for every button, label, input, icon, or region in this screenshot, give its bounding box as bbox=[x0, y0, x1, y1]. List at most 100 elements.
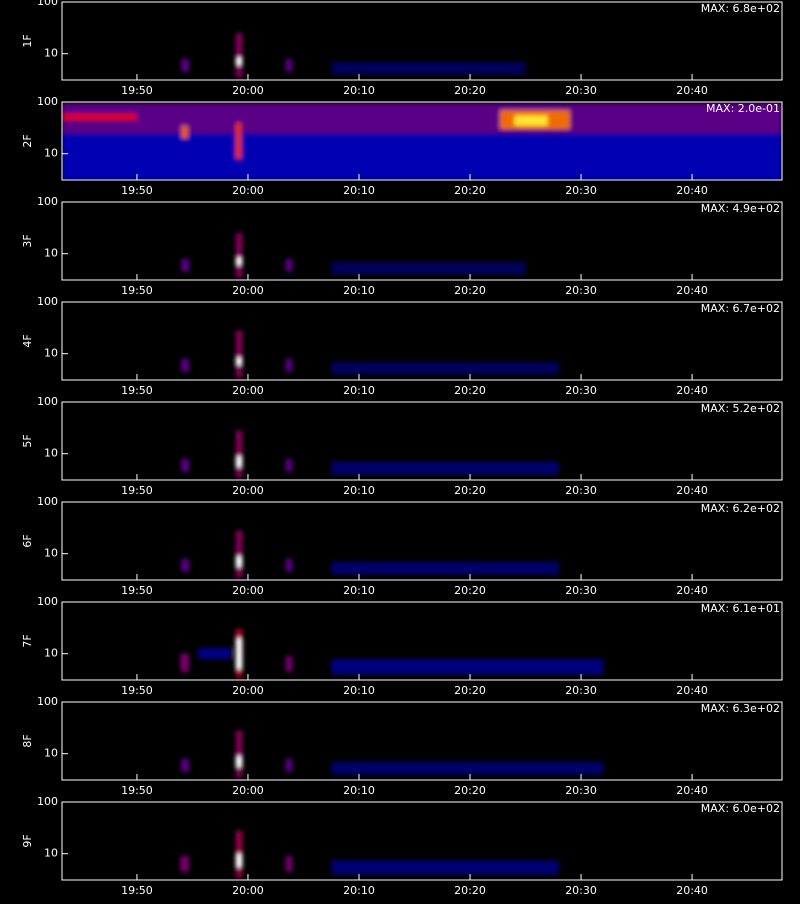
plot-area bbox=[62, 602, 782, 680]
x-tick-label: 19:50 bbox=[121, 84, 153, 97]
panel: 10 100 19:50 20:00 20:10 20:20 20:30 20:40 MAX: … bbox=[21, 95, 783, 197]
x-tick-label: 20:40 bbox=[676, 184, 708, 197]
heat-patch bbox=[235, 853, 243, 868]
heat bbox=[181, 430, 559, 478]
x-tick-label: 20:00 bbox=[232, 784, 264, 797]
max-annotation: MAX: 6.1e+01 bbox=[701, 602, 780, 615]
heat-patch bbox=[331, 261, 526, 275]
y-tick-label: 100 bbox=[37, 195, 58, 208]
panel-label: 7F bbox=[21, 634, 34, 647]
heat-patch bbox=[285, 258, 293, 272]
x-tick-label: 20:10 bbox=[343, 184, 375, 197]
panel-label: 9F bbox=[21, 834, 34, 847]
heat bbox=[181, 730, 604, 778]
panel: 10 100 19:50 20:00 20:10 20:20 20:30 20:40 MAX: … bbox=[21, 695, 783, 797]
max-annotation: MAX: 6.2e+02 bbox=[701, 502, 780, 515]
x-tick-label: 20:10 bbox=[343, 84, 375, 97]
axis-frame bbox=[61, 101, 783, 181]
x-tick-label: 20:40 bbox=[676, 484, 708, 497]
x-tick-label: 20:40 bbox=[676, 884, 708, 897]
y-tick-label: 100 bbox=[37, 395, 58, 408]
heat bbox=[180, 629, 604, 678]
y-tick-label: 100 bbox=[37, 595, 58, 608]
x-tick-label: 20:00 bbox=[232, 84, 264, 97]
x-tick-label: 19:50 bbox=[121, 584, 153, 597]
x-tick-label: 19:50 bbox=[121, 284, 153, 297]
x-tick-label: 20:30 bbox=[565, 384, 597, 397]
panel: 10 100 19:50 20:00 20:10 20:20 20:30 20:40 MAX: … bbox=[21, 795, 783, 897]
x-tick-label: 20:40 bbox=[676, 84, 708, 97]
panel-label: 1F bbox=[21, 34, 34, 47]
max-annotation: MAX: 5.2e+02 bbox=[701, 402, 780, 415]
heat-patch bbox=[331, 61, 526, 75]
plot-area bbox=[62, 802, 782, 880]
x-tick-label: 19:50 bbox=[121, 684, 153, 697]
heat-patch bbox=[331, 461, 559, 475]
x-tick-label: 20:20 bbox=[454, 84, 486, 97]
plot-area bbox=[62, 302, 782, 380]
x-tick-label: 20:10 bbox=[343, 384, 375, 397]
y-tick-label: 10 bbox=[44, 847, 58, 860]
y-tick-label: 10 bbox=[44, 47, 58, 60]
heat-patch bbox=[235, 638, 243, 670]
heat-patch bbox=[181, 358, 190, 372]
x-tick-label: 20:20 bbox=[454, 684, 486, 697]
y-tick-label: 100 bbox=[37, 295, 58, 308]
panel-label: 3F bbox=[21, 234, 34, 247]
axis-frame bbox=[61, 201, 783, 281]
x-tick-label: 20:10 bbox=[343, 784, 375, 797]
y-tick-label: 10 bbox=[44, 547, 58, 560]
panel: 10 100 19:50 20:00 20:10 20:20 20:30 20:40 MAX: … bbox=[21, 295, 783, 397]
heat-patch bbox=[235, 756, 243, 768]
axis-frame bbox=[61, 501, 783, 581]
x-tick-label: 20:20 bbox=[454, 384, 486, 397]
plot-area bbox=[62, 202, 782, 280]
heat-patch bbox=[285, 558, 293, 572]
plot-area bbox=[62, 702, 782, 780]
heat-patch bbox=[235, 122, 242, 159]
heat-patch bbox=[62, 133, 782, 180]
heat-patch bbox=[181, 125, 189, 139]
x-tick-label: 20:30 bbox=[565, 584, 597, 597]
x-tick-label: 20:40 bbox=[676, 584, 708, 597]
heat-patch bbox=[62, 113, 137, 120]
x-tick-label: 20:00 bbox=[232, 584, 264, 597]
max-annotation: MAX: 6.0e+02 bbox=[701, 802, 780, 815]
x-tick-label: 20:00 bbox=[232, 284, 264, 297]
x-tick-label: 19:50 bbox=[121, 784, 153, 797]
heat-patch bbox=[235, 257, 243, 266]
x-tick-label: 20:00 bbox=[232, 184, 264, 197]
x-tick-label: 20:30 bbox=[565, 84, 597, 97]
axis-frame bbox=[61, 801, 783, 881]
x-tick-label: 20:40 bbox=[676, 784, 708, 797]
panel-label: 6F bbox=[21, 534, 34, 547]
heat-patch bbox=[235, 456, 243, 468]
x-tick-label: 20:20 bbox=[454, 284, 486, 297]
y-tick-label: 10 bbox=[44, 347, 58, 360]
heat-patch bbox=[285, 358, 293, 372]
heat-patch bbox=[235, 33, 243, 78]
panel: 10 100 19:50 20:00 20:10 20:20 20:30 20:40 MAX: … bbox=[21, 195, 783, 297]
y-tick-label: 100 bbox=[37, 95, 58, 108]
x-tick-label: 19:50 bbox=[121, 484, 153, 497]
heat-patch bbox=[181, 458, 190, 472]
x-tick-label: 20:10 bbox=[343, 684, 375, 697]
x-tick-label: 20:20 bbox=[454, 484, 486, 497]
panel-label: 8F bbox=[21, 734, 34, 747]
heat-patch bbox=[285, 856, 293, 872]
y-tick-label: 10 bbox=[44, 247, 58, 260]
max-annotation: MAX: 2.0e-01 bbox=[706, 102, 780, 115]
panel-label: 5F bbox=[21, 434, 34, 447]
y-tick-label: 10 bbox=[44, 647, 58, 660]
plot-area bbox=[62, 102, 782, 180]
x-tick-label: 20:30 bbox=[565, 684, 597, 697]
max-annotation: MAX: 4.9e+02 bbox=[701, 202, 780, 215]
heat-patch bbox=[235, 430, 243, 478]
x-tick-label: 20:20 bbox=[454, 584, 486, 597]
heat-patch bbox=[285, 58, 293, 72]
x-tick-label: 20:30 bbox=[565, 784, 597, 797]
heat-patch bbox=[285, 656, 293, 672]
y-tick-label: 100 bbox=[37, 695, 58, 708]
panel-label: 4F bbox=[21, 334, 34, 347]
heat-patch bbox=[331, 658, 604, 675]
